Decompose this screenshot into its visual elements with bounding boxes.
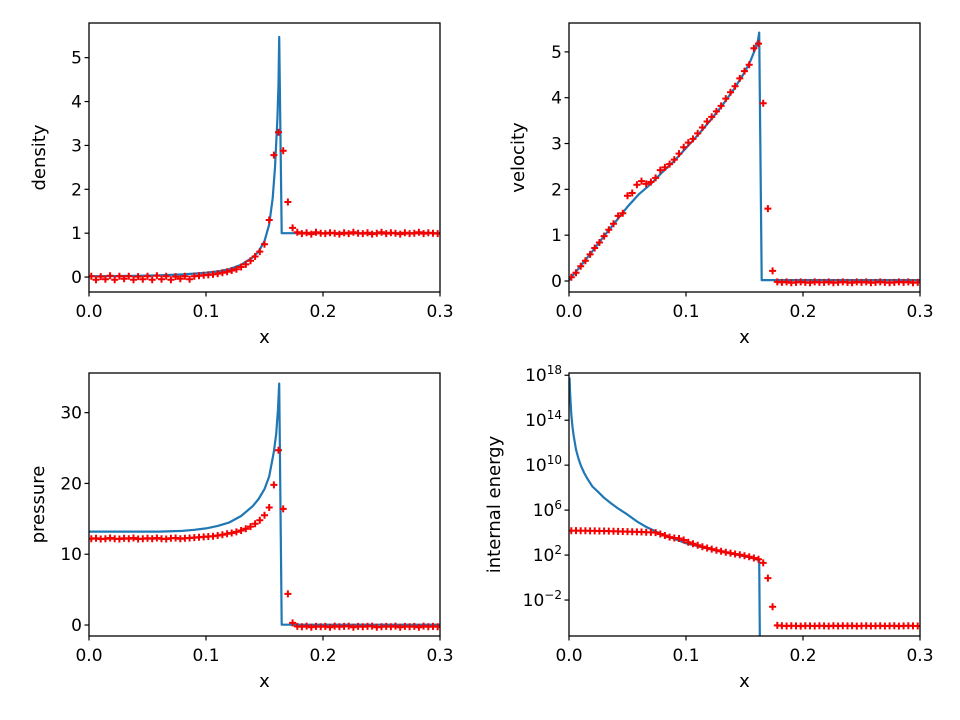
svg-text:0.0: 0.0 bbox=[555, 646, 582, 666]
svg-text:0: 0 bbox=[71, 616, 82, 636]
velocity-subplot: 0.0 0.1 0.2 0.3 0 1 2 3 4 5 x velocity bbox=[480, 0, 960, 360]
svg-text:0: 0 bbox=[551, 272, 562, 292]
svg-text:20: 20 bbox=[60, 474, 82, 494]
svg-text:2: 2 bbox=[71, 180, 82, 200]
svg-text:x: x bbox=[739, 671, 750, 692]
svg-text:0.0: 0.0 bbox=[555, 302, 582, 322]
pressure-subplot: 0.0 0.1 0.2 0.3 0 10 20 30 x pressure bbox=[0, 360, 480, 720]
svg-text:x: x bbox=[739, 327, 750, 348]
svg-text:5: 5 bbox=[551, 43, 562, 63]
svg-text:0.2: 0.2 bbox=[789, 646, 816, 666]
svg-text:0.1: 0.1 bbox=[192, 646, 219, 666]
svg-text:0.0: 0.0 bbox=[75, 646, 102, 666]
svg-text:3: 3 bbox=[71, 136, 82, 156]
svg-text:0: 0 bbox=[71, 268, 82, 288]
svg-text:1: 1 bbox=[71, 224, 82, 244]
svg-text:internal energy: internal energy bbox=[484, 435, 505, 573]
svg-text:pressure: pressure bbox=[28, 466, 49, 544]
svg-text:1: 1 bbox=[551, 226, 562, 246]
svg-text:0.3: 0.3 bbox=[906, 302, 933, 322]
svg-text:2: 2 bbox=[551, 180, 562, 200]
svg-text:4: 4 bbox=[551, 89, 562, 109]
svg-text:0.1: 0.1 bbox=[672, 646, 699, 666]
svg-text:0.1: 0.1 bbox=[192, 302, 219, 322]
svg-text:0.0: 0.0 bbox=[75, 302, 102, 322]
svg-text:0.2: 0.2 bbox=[309, 646, 336, 666]
svg-text:velocity: velocity bbox=[508, 122, 529, 193]
svg-text:0.2: 0.2 bbox=[309, 302, 336, 322]
svg-text:x: x bbox=[259, 327, 270, 348]
svg-text:x: x bbox=[259, 671, 270, 692]
svg-text:10: 10 bbox=[60, 545, 82, 565]
svg-text:0.3: 0.3 bbox=[426, 646, 453, 666]
svg-text:3: 3 bbox=[551, 135, 562, 155]
svg-text:30: 30 bbox=[60, 404, 82, 424]
svg-text:4: 4 bbox=[71, 93, 82, 113]
svg-text:0.2: 0.2 bbox=[789, 302, 816, 322]
svg-text:0.1: 0.1 bbox=[672, 302, 699, 322]
internal-energy-subplot: 0.0 0.1 0.2 0.310181014101010610210−2xinter… bbox=[480, 360, 960, 720]
svg-text:0.3: 0.3 bbox=[906, 646, 933, 666]
svg-text:5: 5 bbox=[71, 49, 82, 69]
svg-text:0.3: 0.3 bbox=[426, 302, 453, 322]
density-subplot: 0.0 0.1 0.2 0.3 0 1 2 3 4 5 x density bbox=[0, 0, 480, 360]
svg-text:density: density bbox=[29, 124, 50, 190]
